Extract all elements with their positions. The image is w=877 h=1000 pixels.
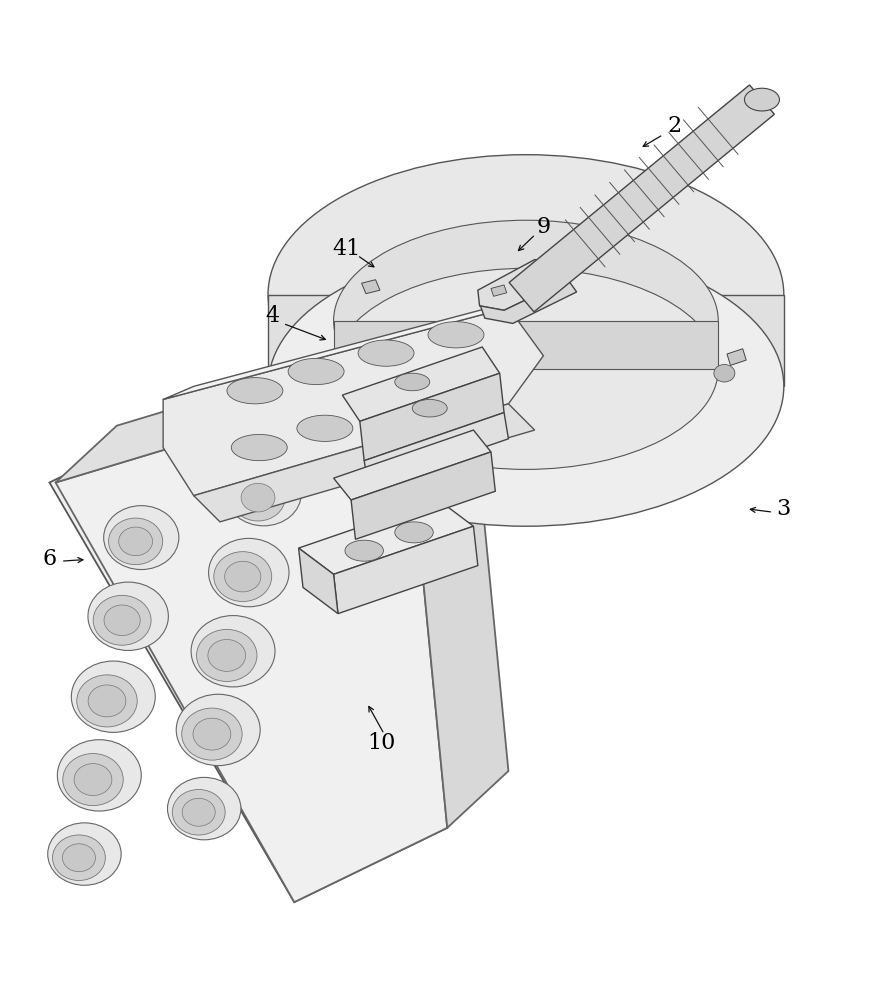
Polygon shape: [361, 280, 380, 294]
Polygon shape: [163, 295, 539, 399]
Ellipse shape: [182, 708, 242, 760]
Ellipse shape: [118, 527, 153, 556]
Ellipse shape: [395, 522, 433, 543]
Ellipse shape: [745, 88, 780, 111]
Ellipse shape: [193, 718, 231, 750]
Ellipse shape: [196, 629, 257, 681]
Text: 9: 9: [537, 216, 551, 238]
Ellipse shape: [109, 518, 163, 565]
Ellipse shape: [714, 364, 735, 382]
Ellipse shape: [241, 483, 275, 512]
Ellipse shape: [333, 268, 718, 469]
Text: 6: 6: [42, 548, 56, 570]
Ellipse shape: [103, 506, 179, 570]
Ellipse shape: [437, 378, 493, 405]
Ellipse shape: [172, 790, 225, 835]
Polygon shape: [364, 413, 509, 487]
Polygon shape: [510, 85, 774, 312]
Polygon shape: [333, 526, 478, 614]
Polygon shape: [268, 295, 784, 386]
Ellipse shape: [176, 694, 260, 766]
Polygon shape: [351, 452, 496, 539]
Ellipse shape: [227, 378, 283, 404]
Ellipse shape: [182, 798, 215, 826]
Ellipse shape: [225, 561, 260, 592]
Ellipse shape: [232, 434, 288, 461]
Ellipse shape: [395, 373, 430, 391]
Polygon shape: [333, 321, 718, 369]
Ellipse shape: [71, 661, 155, 732]
Ellipse shape: [104, 605, 140, 636]
Ellipse shape: [57, 740, 141, 811]
Ellipse shape: [88, 685, 126, 717]
Ellipse shape: [289, 358, 344, 385]
Polygon shape: [333, 430, 491, 500]
Ellipse shape: [62, 844, 96, 872]
Ellipse shape: [367, 397, 423, 423]
Ellipse shape: [208, 639, 246, 671]
Text: 3: 3: [777, 498, 791, 520]
Ellipse shape: [47, 823, 121, 885]
Polygon shape: [403, 321, 509, 828]
Ellipse shape: [231, 474, 285, 521]
Polygon shape: [299, 500, 474, 574]
Polygon shape: [55, 378, 447, 902]
Ellipse shape: [93, 595, 151, 645]
Ellipse shape: [412, 399, 447, 417]
Ellipse shape: [297, 415, 353, 441]
Ellipse shape: [268, 246, 784, 526]
Ellipse shape: [53, 835, 105, 880]
Polygon shape: [491, 285, 507, 296]
Polygon shape: [360, 373, 504, 461]
Ellipse shape: [63, 754, 124, 806]
Ellipse shape: [77, 675, 137, 727]
Text: 41: 41: [332, 238, 360, 260]
Polygon shape: [481, 280, 576, 323]
Polygon shape: [727, 349, 746, 365]
Polygon shape: [49, 408, 447, 902]
Ellipse shape: [345, 540, 383, 561]
Ellipse shape: [191, 616, 275, 687]
Polygon shape: [342, 347, 500, 421]
Polygon shape: [299, 548, 338, 614]
Text: 4: 4: [266, 305, 280, 327]
Text: 10: 10: [367, 732, 396, 754]
Ellipse shape: [428, 322, 484, 348]
Ellipse shape: [214, 552, 272, 602]
Ellipse shape: [358, 340, 414, 366]
Ellipse shape: [209, 538, 289, 607]
Text: 2: 2: [667, 115, 681, 137]
Polygon shape: [194, 404, 535, 522]
Polygon shape: [55, 321, 465, 483]
Ellipse shape: [226, 462, 301, 526]
Polygon shape: [478, 260, 568, 310]
Ellipse shape: [268, 155, 784, 434]
Ellipse shape: [333, 220, 718, 421]
Ellipse shape: [88, 582, 168, 650]
Ellipse shape: [75, 764, 112, 796]
Polygon shape: [163, 308, 544, 496]
Ellipse shape: [168, 777, 241, 840]
